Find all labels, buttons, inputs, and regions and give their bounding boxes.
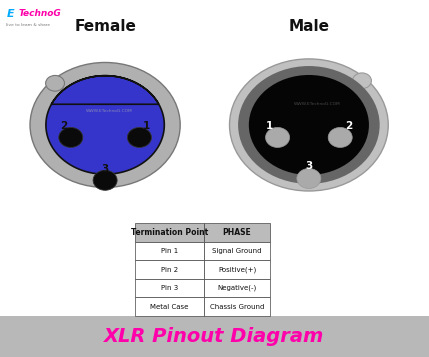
- Circle shape: [353, 73, 372, 89]
- FancyBboxPatch shape: [204, 297, 270, 316]
- Text: WWW.ETechnoG.COM: WWW.ETechnoG.COM: [86, 109, 133, 113]
- Circle shape: [59, 127, 83, 147]
- Text: WWW.ETechnoG.COM: WWW.ETechnoG.COM: [294, 101, 341, 106]
- Circle shape: [45, 75, 64, 91]
- Circle shape: [93, 170, 117, 190]
- Text: Termination Point: Termination Point: [131, 228, 208, 237]
- FancyBboxPatch shape: [135, 297, 204, 316]
- Text: 3: 3: [102, 164, 109, 174]
- Text: Metal Case: Metal Case: [150, 304, 189, 310]
- Text: XLR Pinout Diagram: XLR Pinout Diagram: [104, 327, 325, 346]
- Text: 1: 1: [266, 121, 272, 131]
- Circle shape: [30, 62, 180, 187]
- FancyBboxPatch shape: [135, 260, 204, 279]
- FancyBboxPatch shape: [204, 279, 270, 297]
- Circle shape: [238, 66, 380, 184]
- Text: Chassis Ground: Chassis Ground: [210, 304, 264, 310]
- Circle shape: [127, 127, 151, 147]
- Circle shape: [249, 75, 369, 175]
- Circle shape: [230, 59, 388, 191]
- Text: TechnoG: TechnoG: [18, 9, 61, 18]
- Polygon shape: [46, 76, 164, 174]
- Text: Positive(+): Positive(+): [218, 266, 256, 273]
- Text: E: E: [6, 9, 14, 19]
- Text: Pin 2: Pin 2: [161, 267, 178, 272]
- Circle shape: [297, 169, 321, 188]
- Circle shape: [328, 127, 352, 147]
- Text: 1: 1: [143, 121, 150, 131]
- FancyBboxPatch shape: [204, 223, 270, 242]
- Text: Pin 3: Pin 3: [161, 285, 178, 291]
- Text: 3: 3: [305, 161, 312, 171]
- FancyBboxPatch shape: [135, 242, 204, 260]
- FancyBboxPatch shape: [135, 223, 204, 242]
- Text: Female: Female: [74, 19, 136, 34]
- FancyBboxPatch shape: [0, 316, 429, 357]
- FancyBboxPatch shape: [204, 260, 270, 279]
- Text: Negative(-): Negative(-): [218, 285, 257, 291]
- Text: 2: 2: [345, 121, 352, 131]
- FancyBboxPatch shape: [204, 242, 270, 260]
- Text: PHASE: PHASE: [223, 228, 251, 237]
- Text: 2: 2: [60, 121, 67, 131]
- FancyBboxPatch shape: [135, 279, 204, 297]
- Circle shape: [266, 127, 290, 147]
- Text: Pin 1: Pin 1: [161, 248, 178, 254]
- Text: live to learn & share: live to learn & share: [6, 23, 51, 27]
- Text: Signal Ground: Signal Ground: [212, 248, 262, 254]
- Text: Male: Male: [288, 19, 329, 34]
